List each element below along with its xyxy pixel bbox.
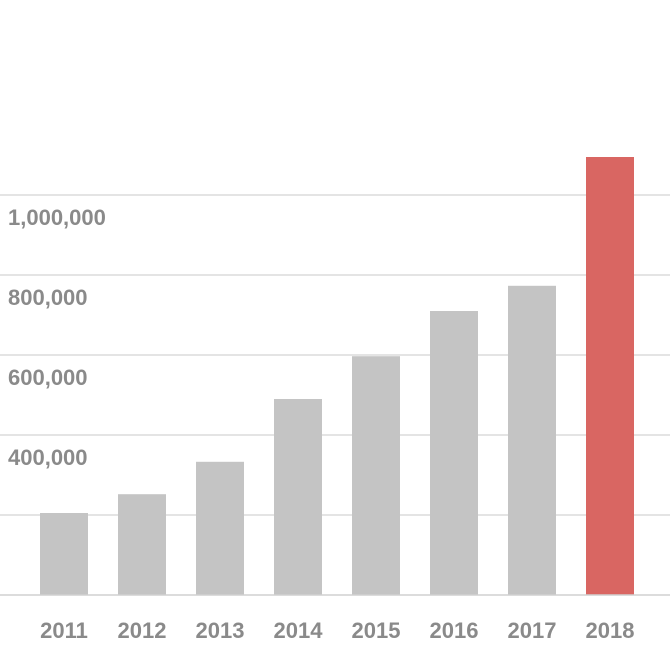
bar-2012	[118, 494, 166, 595]
y-tick-label: 1,000,000	[8, 205, 106, 230]
x-tick-label-2013: 2013	[196, 618, 245, 643]
x-tick-label-2012: 2012	[118, 618, 167, 643]
x-tick-label-2017: 2017	[508, 618, 557, 643]
x-tick-label-2014: 2014	[274, 618, 324, 643]
x-tick-labels: 2011 2012 2013 2014 2015 2016 2017 2018	[40, 618, 634, 643]
y-tick-label: 800,000	[8, 285, 88, 310]
gridlines	[0, 194, 670, 516]
bar-2011	[40, 513, 88, 595]
bar-2016	[430, 311, 478, 595]
x-tick-label-2016: 2016	[430, 618, 479, 643]
bars	[40, 157, 634, 595]
bar-2018	[586, 157, 634, 595]
bar-2015	[352, 356, 400, 595]
bar-2014	[274, 399, 322, 595]
y-tick-label: 400,000	[8, 445, 88, 470]
y-tick-label: 600,000	[8, 365, 88, 390]
y-tick-labels: 400,000 600,000 800,000 1,000,000	[8, 205, 106, 470]
bar-2017	[508, 285, 556, 595]
x-tick-label-2015: 2015	[352, 618, 401, 643]
x-tick-label-2011: 2011	[40, 618, 88, 643]
bar-2013	[196, 461, 244, 595]
x-tick-label-2018: 2018	[586, 618, 635, 643]
